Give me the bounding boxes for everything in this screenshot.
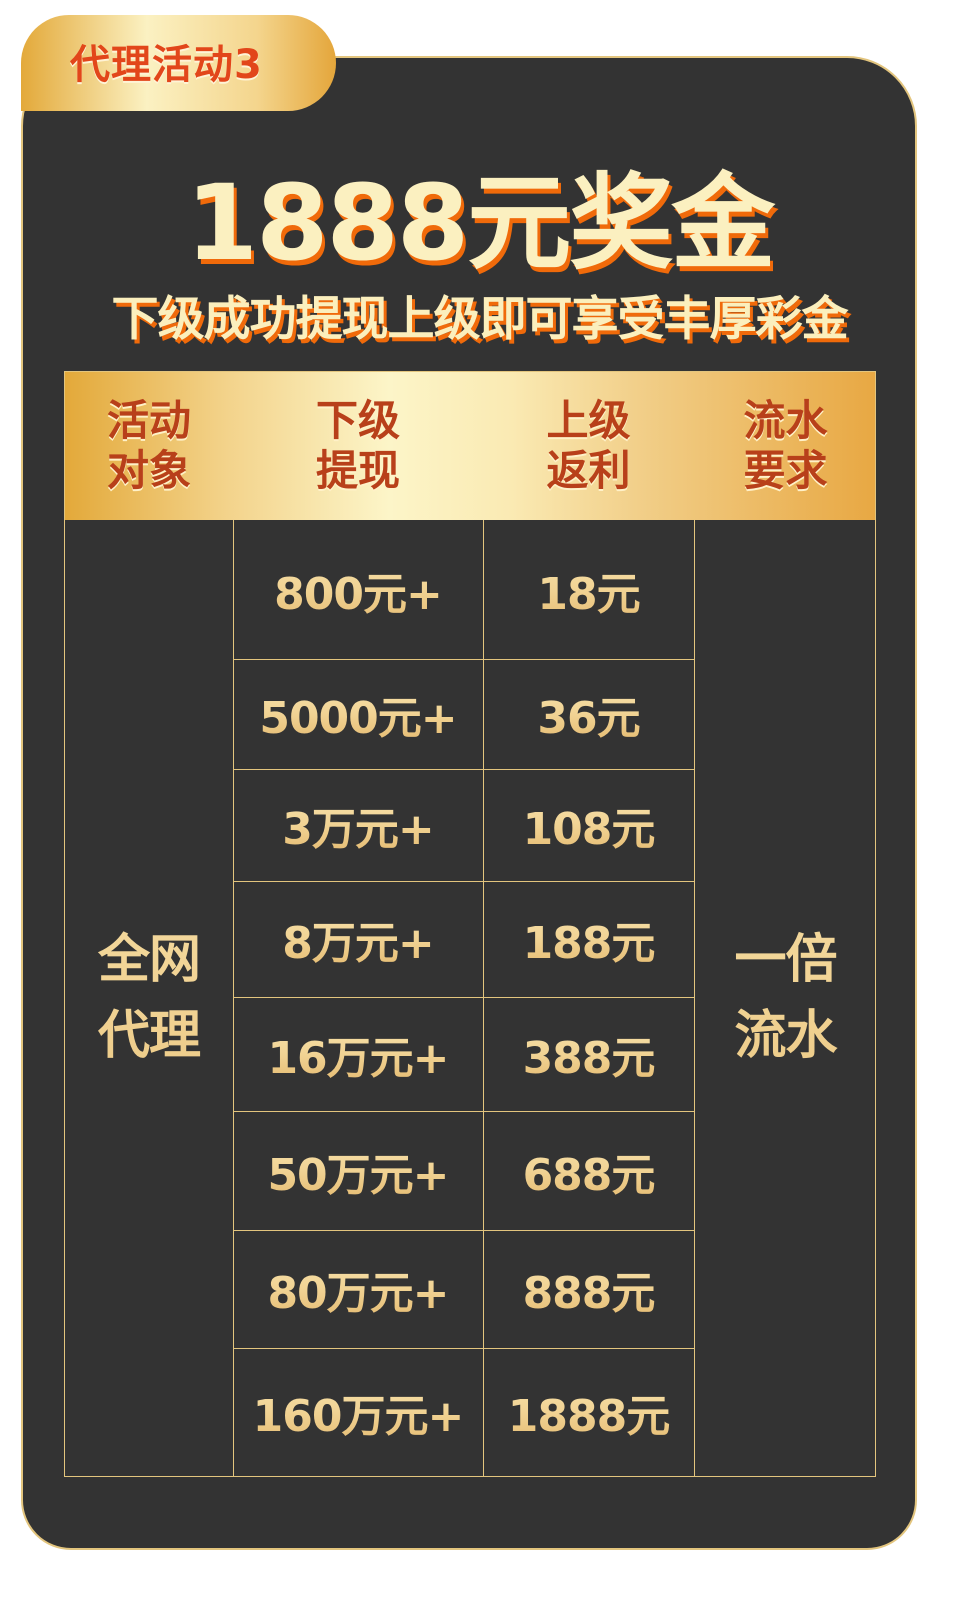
rebate-cell: 188元 — [483, 881, 694, 997]
target-cell: 全网 代理 — [65, 520, 233, 1476]
rebate-table: 活动 对象 下级 提现 上级 返利 流水 要求 全网 代理 一倍 流水 800元… — [64, 371, 876, 1477]
row-divider — [233, 997, 694, 998]
header-rebate: 上级 返利 — [546, 396, 631, 495]
row-divider — [233, 881, 694, 882]
rebate-cell: 18元 — [483, 520, 694, 659]
column-divider — [694, 520, 695, 1476]
rebate-cell: 688元 — [483, 1111, 694, 1230]
column-divider — [483, 520, 484, 1476]
row-divider — [233, 659, 694, 660]
page-title: 1888元奖金 — [185, 162, 775, 284]
turnover-cell: 一倍 流水 — [694, 520, 877, 1476]
withdraw-cell: 160万元+ — [233, 1348, 483, 1476]
header-withdraw: 下级 提现 — [315, 396, 400, 495]
rebate-cell: 1888元 — [483, 1348, 694, 1476]
withdraw-cell: 8万元+ — [233, 881, 483, 997]
withdraw-cell: 50万元+ — [233, 1111, 483, 1230]
withdraw-cell: 3万元+ — [233, 769, 483, 881]
header-target: 活动 对象 — [106, 396, 191, 495]
header-turnover: 流水 要求 — [743, 396, 828, 495]
withdraw-cell: 800元+ — [233, 520, 483, 659]
page-subtitle: 下级成功提现上级即可享受丰厚彩金 — [111, 292, 849, 347]
row-divider — [233, 1111, 694, 1112]
rebate-cell: 36元 — [483, 659, 694, 769]
withdraw-cell: 16万元+ — [233, 997, 483, 1111]
withdraw-cell: 80万元+ — [233, 1230, 483, 1348]
promo-card — [21, 56, 917, 1550]
withdraw-cell: 5000元+ — [233, 659, 483, 769]
table-header — [65, 372, 875, 520]
rebate-cell: 888元 — [483, 1230, 694, 1348]
row-divider — [233, 769, 694, 770]
column-divider — [233, 520, 234, 1476]
row-divider — [233, 1230, 694, 1231]
rebate-cell: 108元 — [483, 769, 694, 881]
activity-tab-label: 代理活动3 — [70, 42, 263, 88]
activity-tab: 代理活动3 — [21, 15, 336, 111]
rebate-cell: 388元 — [483, 997, 694, 1111]
row-divider — [233, 1348, 694, 1349]
